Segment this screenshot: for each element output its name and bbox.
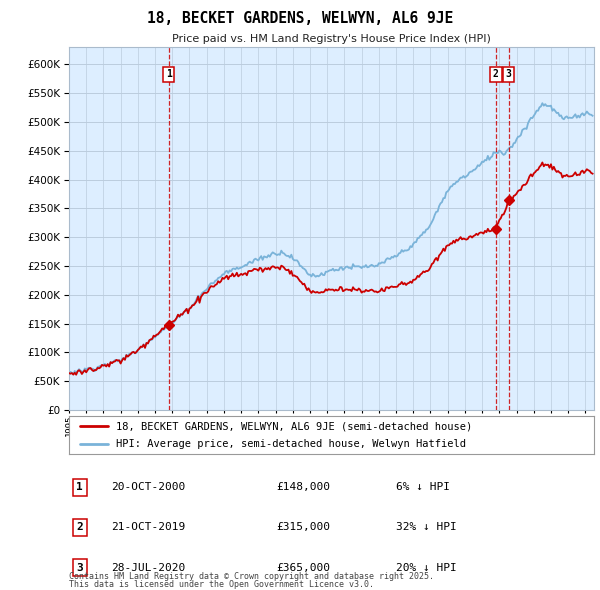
Text: 28-JUL-2020: 28-JUL-2020: [111, 563, 185, 572]
Text: £365,000: £365,000: [276, 563, 330, 572]
Text: 2: 2: [76, 523, 83, 532]
Text: Contains HM Land Registry data © Crown copyright and database right 2025.: Contains HM Land Registry data © Crown c…: [69, 572, 434, 581]
Text: 2: 2: [493, 70, 499, 80]
Text: 32% ↓ HPI: 32% ↓ HPI: [396, 523, 457, 532]
Text: 21-OCT-2019: 21-OCT-2019: [111, 523, 185, 532]
Text: 3: 3: [506, 70, 512, 80]
Text: 20% ↓ HPI: 20% ↓ HPI: [396, 563, 457, 572]
Text: 1: 1: [166, 70, 172, 80]
Text: £148,000: £148,000: [276, 483, 330, 492]
Text: 1: 1: [76, 483, 83, 492]
Title: Price paid vs. HM Land Registry's House Price Index (HPI): Price paid vs. HM Land Registry's House …: [172, 34, 491, 44]
Text: £315,000: £315,000: [276, 523, 330, 532]
Text: This data is licensed under the Open Government Licence v3.0.: This data is licensed under the Open Gov…: [69, 580, 374, 589]
Text: 18, BECKET GARDENS, WELWYN, AL6 9JE: 18, BECKET GARDENS, WELWYN, AL6 9JE: [147, 11, 453, 25]
Text: 6% ↓ HPI: 6% ↓ HPI: [396, 483, 450, 492]
Text: 18, BECKET GARDENS, WELWYN, AL6 9JE (semi-detached house): 18, BECKET GARDENS, WELWYN, AL6 9JE (sem…: [116, 421, 473, 431]
Text: HPI: Average price, semi-detached house, Welwyn Hatfield: HPI: Average price, semi-detached house,…: [116, 439, 466, 449]
Text: 20-OCT-2000: 20-OCT-2000: [111, 483, 185, 492]
Text: 3: 3: [76, 563, 83, 572]
